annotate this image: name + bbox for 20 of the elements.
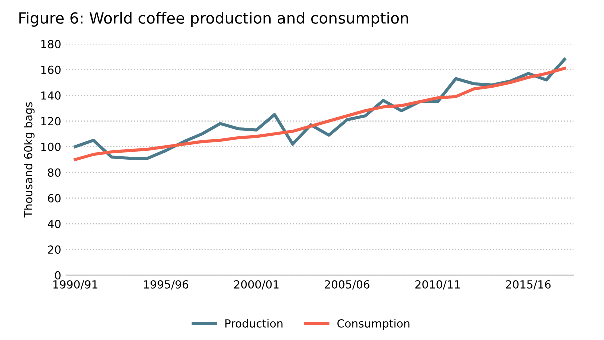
y-tick-label: 120	[42, 117, 61, 126]
y-tick-label: 180	[42, 40, 61, 49]
y-tick-label: 60	[48, 194, 61, 203]
y-tick-label: 140	[42, 92, 61, 100]
y-tick-label: 80	[48, 168, 61, 178]
x-tick-label: 1995/96	[144, 280, 188, 290]
x-tick-label: 2005/06	[325, 280, 370, 290]
y-tick-label: 100	[42, 142, 61, 152]
legend-label: Consumption	[338, 319, 410, 330]
y-tick-label: 40	[48, 220, 61, 228]
y-tick-label: 0	[55, 271, 61, 280]
y-axis-title: Thousand 60kg bags	[24, 102, 35, 218]
y-tick-label: 160	[42, 66, 61, 74]
chart-title: Figure 6: World coffee production and consumption	[20, 12, 408, 27]
y-tick-label: 20	[48, 246, 61, 254]
x-tick-label: 2010/11	[416, 280, 460, 290]
legend-label: Production	[226, 319, 283, 328]
x-tick-label: 1990/91	[54, 280, 98, 290]
x-tick-label: 2015/16	[506, 280, 551, 290]
x-tick-label: 2000/01	[234, 280, 279, 290]
